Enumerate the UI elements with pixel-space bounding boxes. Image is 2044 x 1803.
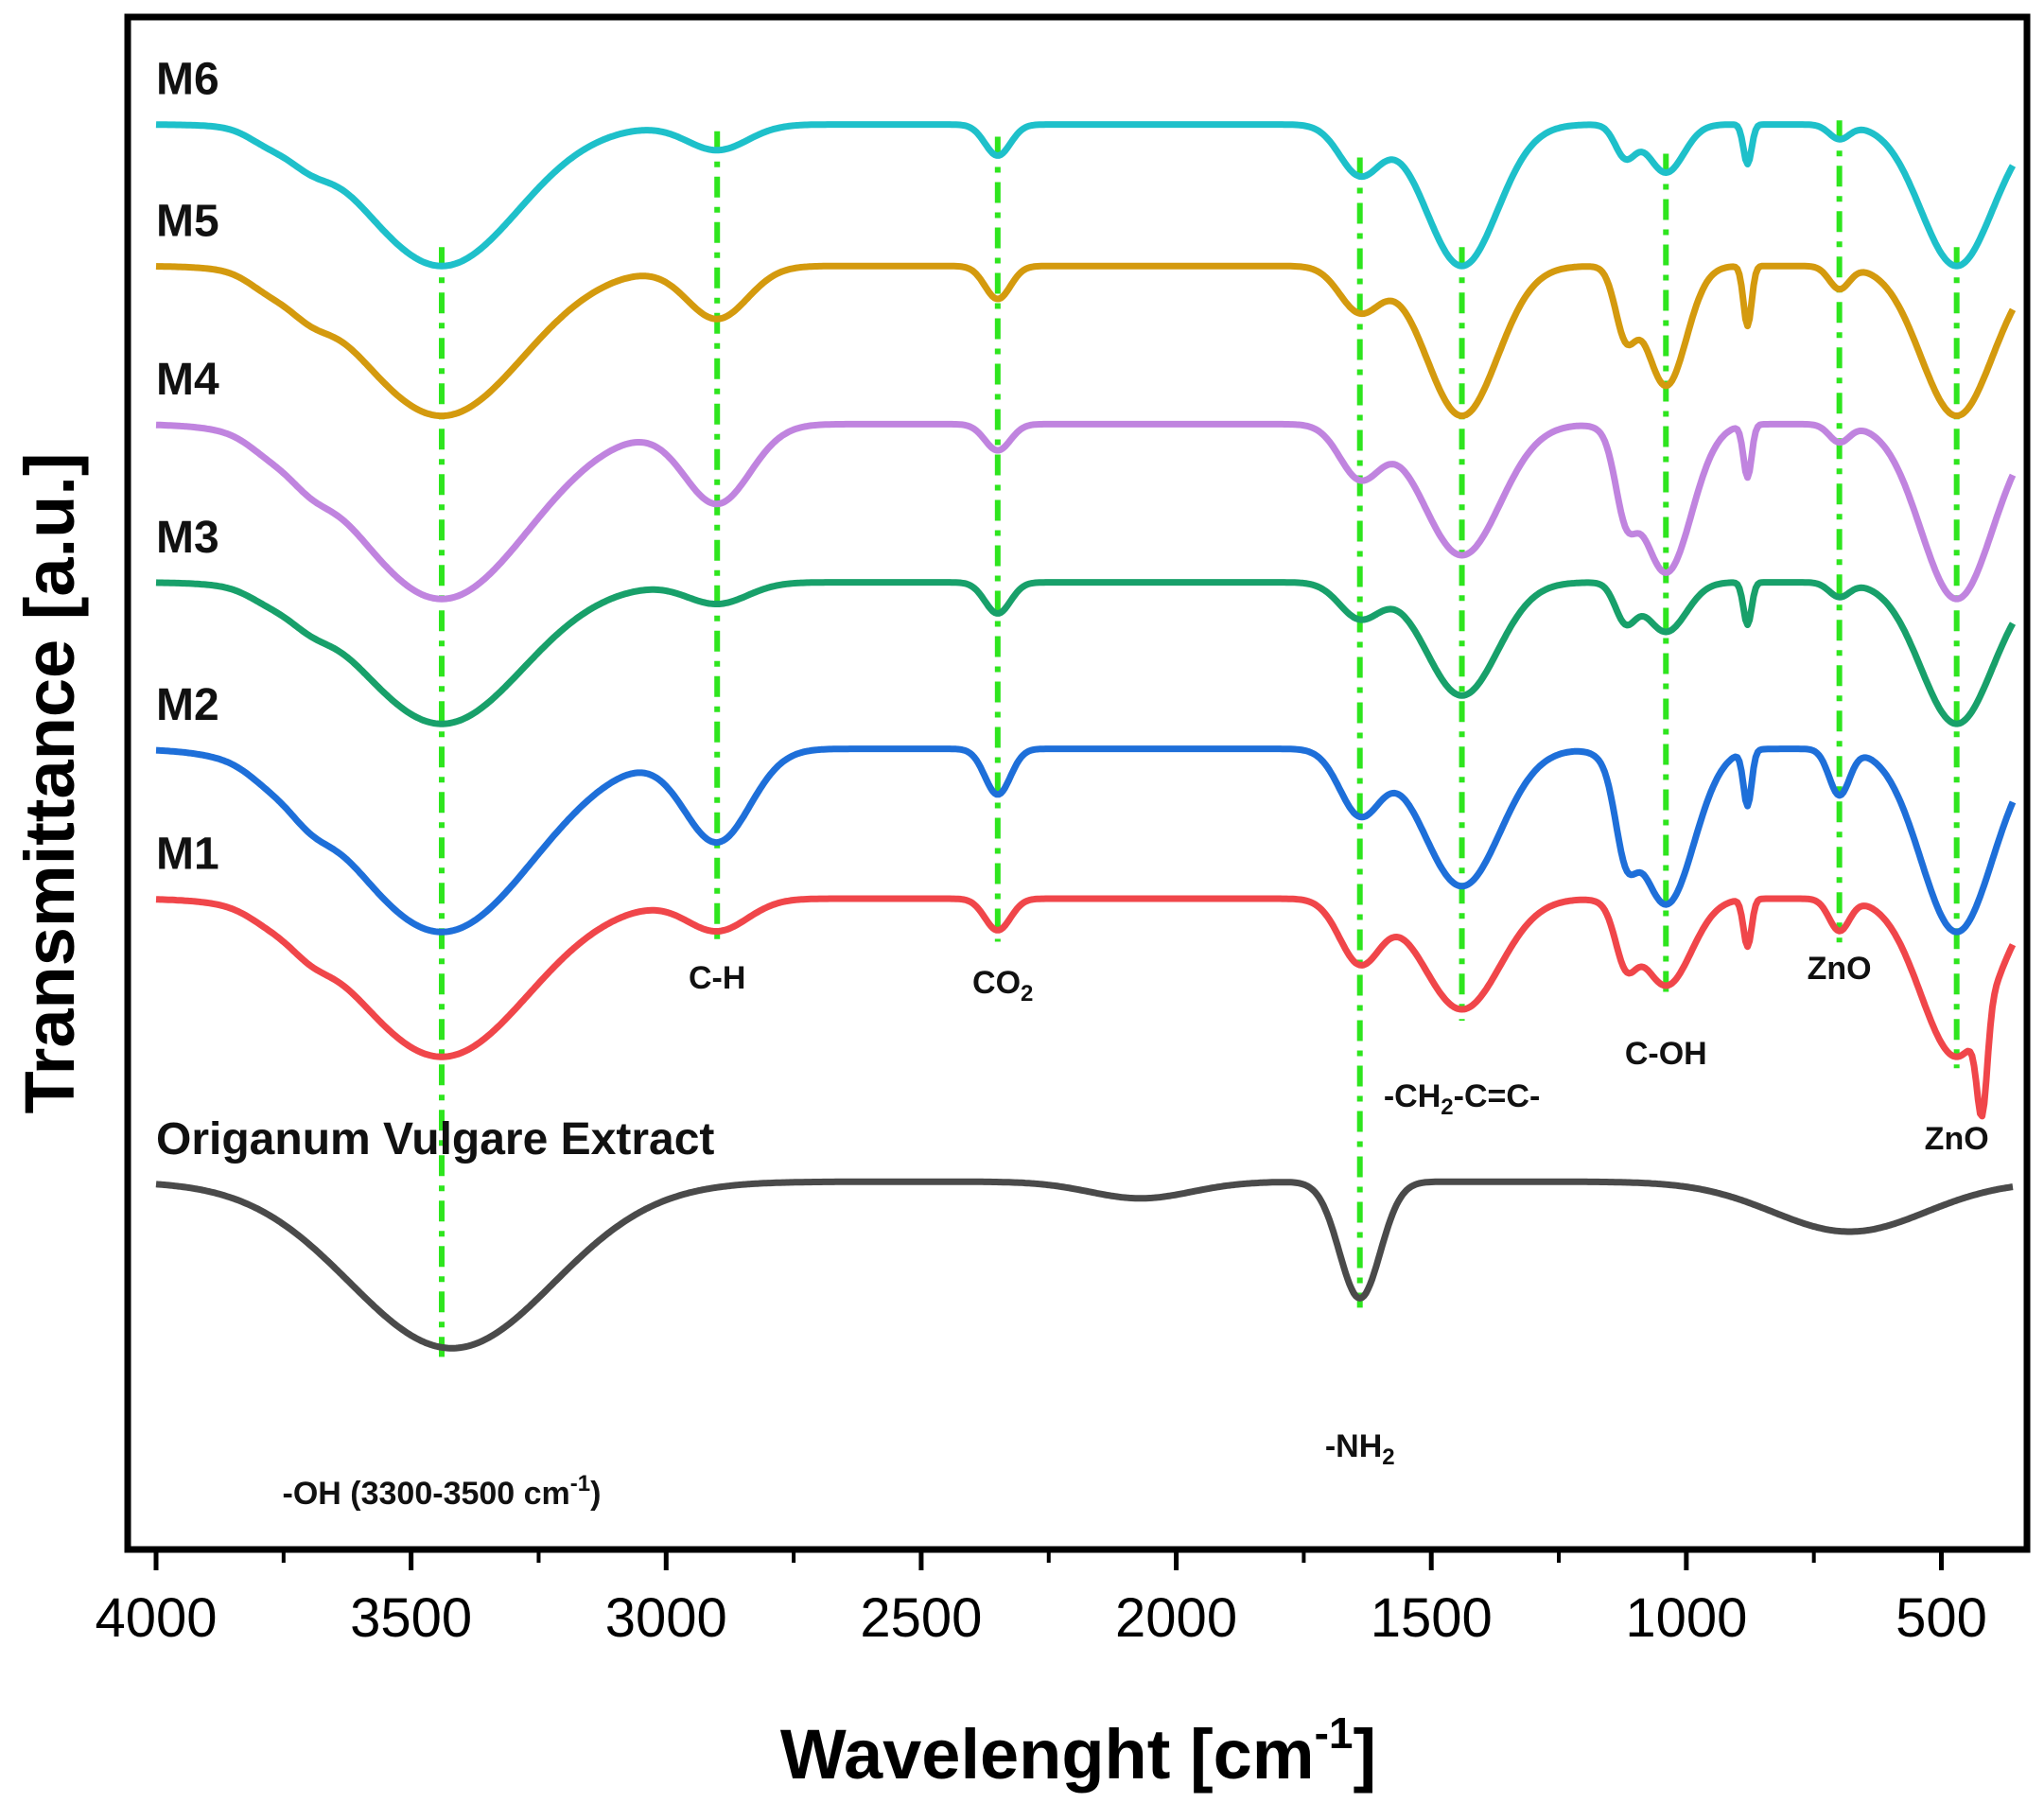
series-label: M4 [156,355,219,405]
x-axis-title-main: Wavelenght [cm [780,1715,1315,1794]
x-tick-label: 1000 [1625,1587,1747,1649]
x-tick-label: 3500 [350,1587,472,1649]
x-tick-label: 2500 [860,1587,982,1649]
annotation: -CH2-C=C- [1384,1078,1540,1120]
series-label: M5 [156,197,219,247]
series-line-m3 [154,579,2017,727]
series-label: M2 [156,680,219,730]
series-label: Origanum Vulgare Extract [156,1114,714,1164]
series-label: M3 [156,513,219,563]
series-label: M1 [156,830,219,880]
reference-lines [439,120,1960,1357]
series-line-m1 [154,895,2017,1120]
series-line-m5 [154,262,2017,420]
annotation: ZnO [1808,951,1872,987]
annotation: ZnO [1925,1121,1989,1157]
x-tick-label: 4000 [95,1587,217,1649]
x-ticks: 4000 3500 3000 2500 2000 1500 1000 500 [95,1549,1987,1649]
series-line-origanum-vulgare-extract [154,1178,2015,1352]
annotations: C-H CO2 -CH2-C=C- C-OH ZnO ZnO -NH2 -OH (3300-3… [283,951,1989,1512]
series-labels: M6 M5 M4 M3 M2 M1 Origanum Vulgare Extract [156,55,714,1164]
series-line-m2 [154,745,2017,936]
x-tick-label: 3000 [605,1587,727,1649]
series-label: M6 [156,55,219,105]
series-group [154,121,2017,1352]
series-line-m6 [154,121,2017,270]
annotation: -OH (3300-3500 cm-1) [283,1471,602,1512]
annotation: CO2 [972,965,1033,1007]
x-axis-title: Wavelenght [cm-1] [780,1708,1376,1794]
x-tick-label: 1500 [1371,1587,1493,1649]
x-tick-label: 2000 [1115,1587,1237,1649]
plot-frame [124,13,2031,1553]
x-tick-label: 500 [1896,1587,1987,1649]
x-axis-title-sup: -1 [1315,1708,1354,1758]
annotation: C-H [689,960,745,996]
x-axis-title-end: ] [1353,1715,1376,1794]
y-axis-title: Transmittance [a.u.] [10,452,89,1113]
annotation: -NH2 [1325,1428,1395,1470]
annotation: C-OH [1625,1036,1707,1072]
series-line-m4 [154,420,2017,603]
